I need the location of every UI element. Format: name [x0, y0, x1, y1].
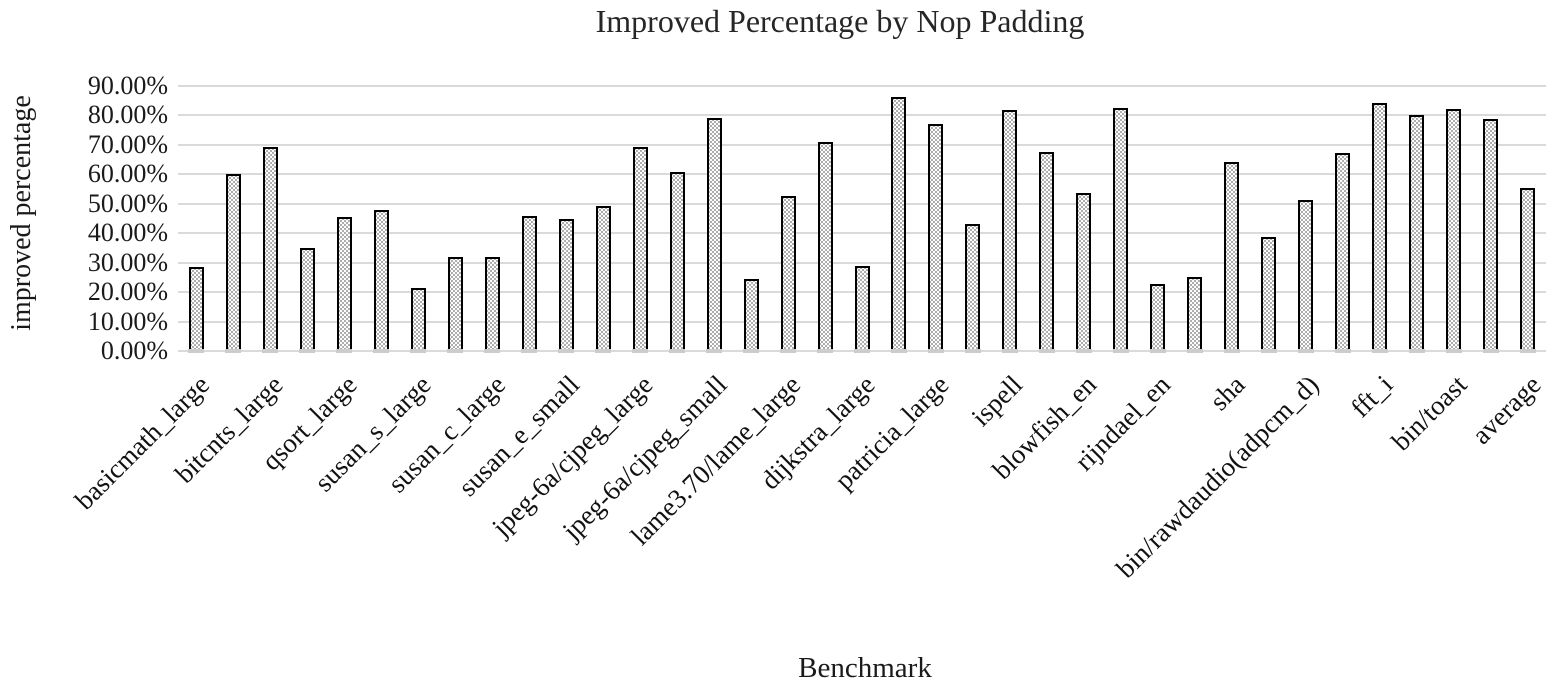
x-axis-title: Benchmark — [798, 652, 932, 684]
bar-blowfish_en — [1075, 192, 1092, 354]
bar-fft_i — [1371, 103, 1388, 353]
bar-unlabeled-12 — [595, 206, 612, 353]
bar-unlabeled-34 — [1408, 114, 1425, 354]
bar-unlabeled-26 — [1112, 107, 1129, 353]
bar-average — [1519, 188, 1536, 353]
x-axis-label: ispell — [965, 369, 1029, 432]
bar-unlabeled-20 — [890, 96, 907, 354]
bar-unlabeled-30 — [1260, 237, 1277, 353]
bar-bin/rawdaudio(adpcm_d) — [1297, 200, 1314, 353]
y-tick-label: 50.00% — [87, 188, 168, 218]
gridline — [178, 261, 1546, 264]
bar-patricia_large — [927, 124, 944, 353]
y-tick-label: 40.00% — [87, 218, 168, 248]
bar-bin/toast — [1445, 108, 1462, 354]
bar-susan_s_large — [410, 288, 427, 353]
bar-unlabeled-8 — [447, 257, 464, 353]
bar-sha — [1223, 161, 1240, 354]
gridline — [178, 232, 1546, 235]
y-tick-label: 0.00% — [100, 336, 168, 365]
y-tick-label: 10.00% — [87, 306, 168, 336]
bar-susan_e_small — [558, 219, 575, 353]
gridline — [178, 114, 1546, 117]
bar-unlabeled-24 — [1038, 151, 1055, 354]
y-tick-label: 20.00% — [87, 277, 168, 307]
bar-unlabeled-16 — [743, 278, 760, 354]
bar-unlabeled-6 — [373, 210, 390, 353]
bar-jpeg-6a/cjpeg_large — [632, 147, 649, 353]
bar-qsort_large — [336, 216, 353, 354]
x-axis-label: fft_i — [1344, 369, 1399, 424]
bar-unlabeled-10 — [521, 215, 538, 354]
x-axis-label: sha — [1203, 369, 1251, 417]
bar-unlabeled-28 — [1186, 276, 1203, 354]
gridline — [178, 85, 1546, 87]
bar-unlabeled-36 — [1482, 118, 1499, 354]
bar-jpeg-6a/cjpeg_small — [706, 118, 723, 353]
plot-area — [178, 85, 1546, 354]
bar-susan_c_large — [484, 257, 501, 353]
y-tick-label: 60.00% — [87, 159, 168, 189]
y-tick-label: 80.00% — [87, 100, 168, 130]
x-axis-label: bin/toast — [1385, 369, 1473, 457]
chart-title: Improved Percentage by Nop Padding — [595, 3, 1085, 39]
y-tick-label: 70.00% — [87, 129, 168, 159]
bar-unlabeled-32 — [1334, 152, 1351, 354]
bar-ispell — [1001, 110, 1018, 353]
bar-basicmath_large — [188, 267, 205, 353]
bar-unlabeled-22 — [964, 223, 981, 354]
gridline — [178, 173, 1546, 176]
bar-unlabeled-4 — [299, 248, 316, 353]
bar-dijkstra_large — [854, 265, 870, 354]
bar-unlabeled-18 — [817, 141, 834, 354]
y-tick-label: 30.00% — [87, 247, 168, 277]
gridline — [178, 202, 1546, 205]
gridline — [178, 143, 1546, 146]
bar-unlabeled-2 — [225, 174, 242, 353]
bar-lame3.70/lame_large — [780, 196, 797, 353]
x-axis-label: average — [1465, 369, 1547, 450]
bar-bitcnts_large — [262, 146, 279, 354]
y-tick-label: 90.00% — [87, 71, 168, 100]
bar-unlabeled-14 — [669, 171, 686, 354]
bar-rijndael_en — [1149, 283, 1166, 354]
